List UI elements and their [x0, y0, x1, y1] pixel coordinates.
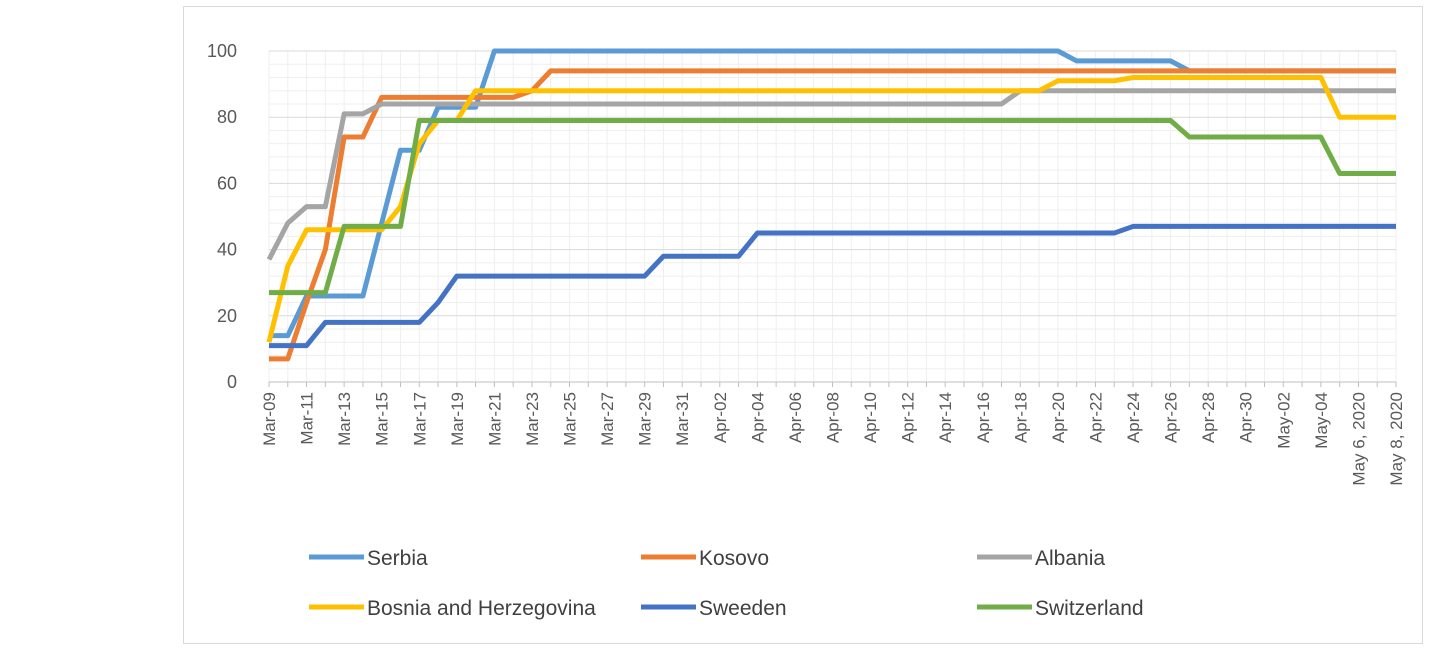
- x-tick-label: May 6, 2020: [1349, 392, 1368, 486]
- axes: 0 20 40 60 80 100 Mar-09 Mar-11 Mar-13 Mar-15 Mar-…: [207, 41, 1406, 486]
- x-tick-label: Mar-17: [410, 392, 429, 446]
- x-tick-label: Apr-20: [1049, 392, 1068, 443]
- x-tick-label: Apr-16: [974, 392, 993, 443]
- legend-label-sweeden: Sweeden: [699, 597, 787, 620]
- series-line-kosovo: [269, 68, 1396, 362]
- y-tick-label: 0: [227, 372, 237, 392]
- x-tick-label: Apr-08: [824, 392, 843, 443]
- x-tick-label: Apr-26: [1162, 392, 1181, 443]
- x-tick-label: Apr-06: [786, 392, 805, 443]
- y-tick-label: 60: [217, 173, 237, 193]
- legend: Serbia Kosovo Albania Bosnia and Herzegovin…: [309, 547, 1144, 620]
- legend-label-albania: Albania: [1035, 547, 1105, 570]
- x-tick-label: Mar-09: [260, 392, 279, 446]
- x-tick-label: Mar-31: [673, 392, 692, 446]
- x-tick-label: Mar-23: [523, 392, 542, 446]
- y-tick-label: 100: [207, 41, 237, 61]
- y-tick-label: 80: [217, 107, 237, 127]
- x-tick-label: Apr-10: [861, 392, 880, 443]
- x-tick-label: Apr-28: [1199, 392, 1218, 443]
- x-tick-label: Mar-11: [298, 392, 317, 445]
- x-tick-label: Apr-24: [1124, 392, 1143, 443]
- x-tick-label: Apr-04: [748, 392, 767, 443]
- gridlines: [268, 50, 1397, 383]
- x-tick-label: May-04: [1312, 392, 1331, 449]
- x-tick-label: Apr-12: [899, 392, 918, 443]
- x-tick-label: Mar-13: [335, 392, 354, 446]
- legend-label-switzerland: Switzerland: [1035, 597, 1144, 620]
- x-tick-label: May-02: [1274, 392, 1293, 449]
- x-tick-label: Apr-18: [1011, 392, 1030, 443]
- x-tick-label: Mar-21: [485, 392, 504, 446]
- x-tick-label: May 8, 2020: [1387, 392, 1406, 486]
- series-line-albania: [266, 88, 1396, 261]
- legend-label-bosnia-and-herzegovina: Bosnia and Herzegovina: [367, 597, 596, 620]
- series-line-sweeden: [269, 223, 1396, 349]
- chart-area: 0 20 40 60 80 100 Mar-09 Mar-11 Mar-13 Mar-15 Mar-…: [183, 6, 1423, 644]
- x-tick-label: Apr-02: [711, 392, 730, 443]
- x-tick-label: Mar-29: [636, 392, 655, 446]
- legend-label-serbia: Serbia: [367, 547, 428, 570]
- legend-label-kosovo: Kosovo: [699, 547, 769, 570]
- x-tick-label: Apr-30: [1237, 392, 1256, 443]
- x-tick-label: Apr-22: [1086, 392, 1105, 443]
- line-chart: 0 20 40 60 80 100 Mar-09 Mar-11 Mar-13 Mar-15 Mar-…: [207, 41, 1406, 620]
- series-line-switzerland: [269, 118, 1396, 296]
- x-tick-label: Mar-27: [598, 392, 617, 446]
- y-tick-label: 20: [217, 306, 237, 326]
- x-tick-label: Apr-14: [936, 392, 955, 443]
- x-tick-label: Mar-25: [561, 392, 580, 446]
- series-lines: [266, 48, 1396, 362]
- x-tick-label: Mar-15: [373, 392, 392, 446]
- x-tick-label: Mar-19: [448, 392, 467, 446]
- y-tick-label: 40: [217, 240, 237, 260]
